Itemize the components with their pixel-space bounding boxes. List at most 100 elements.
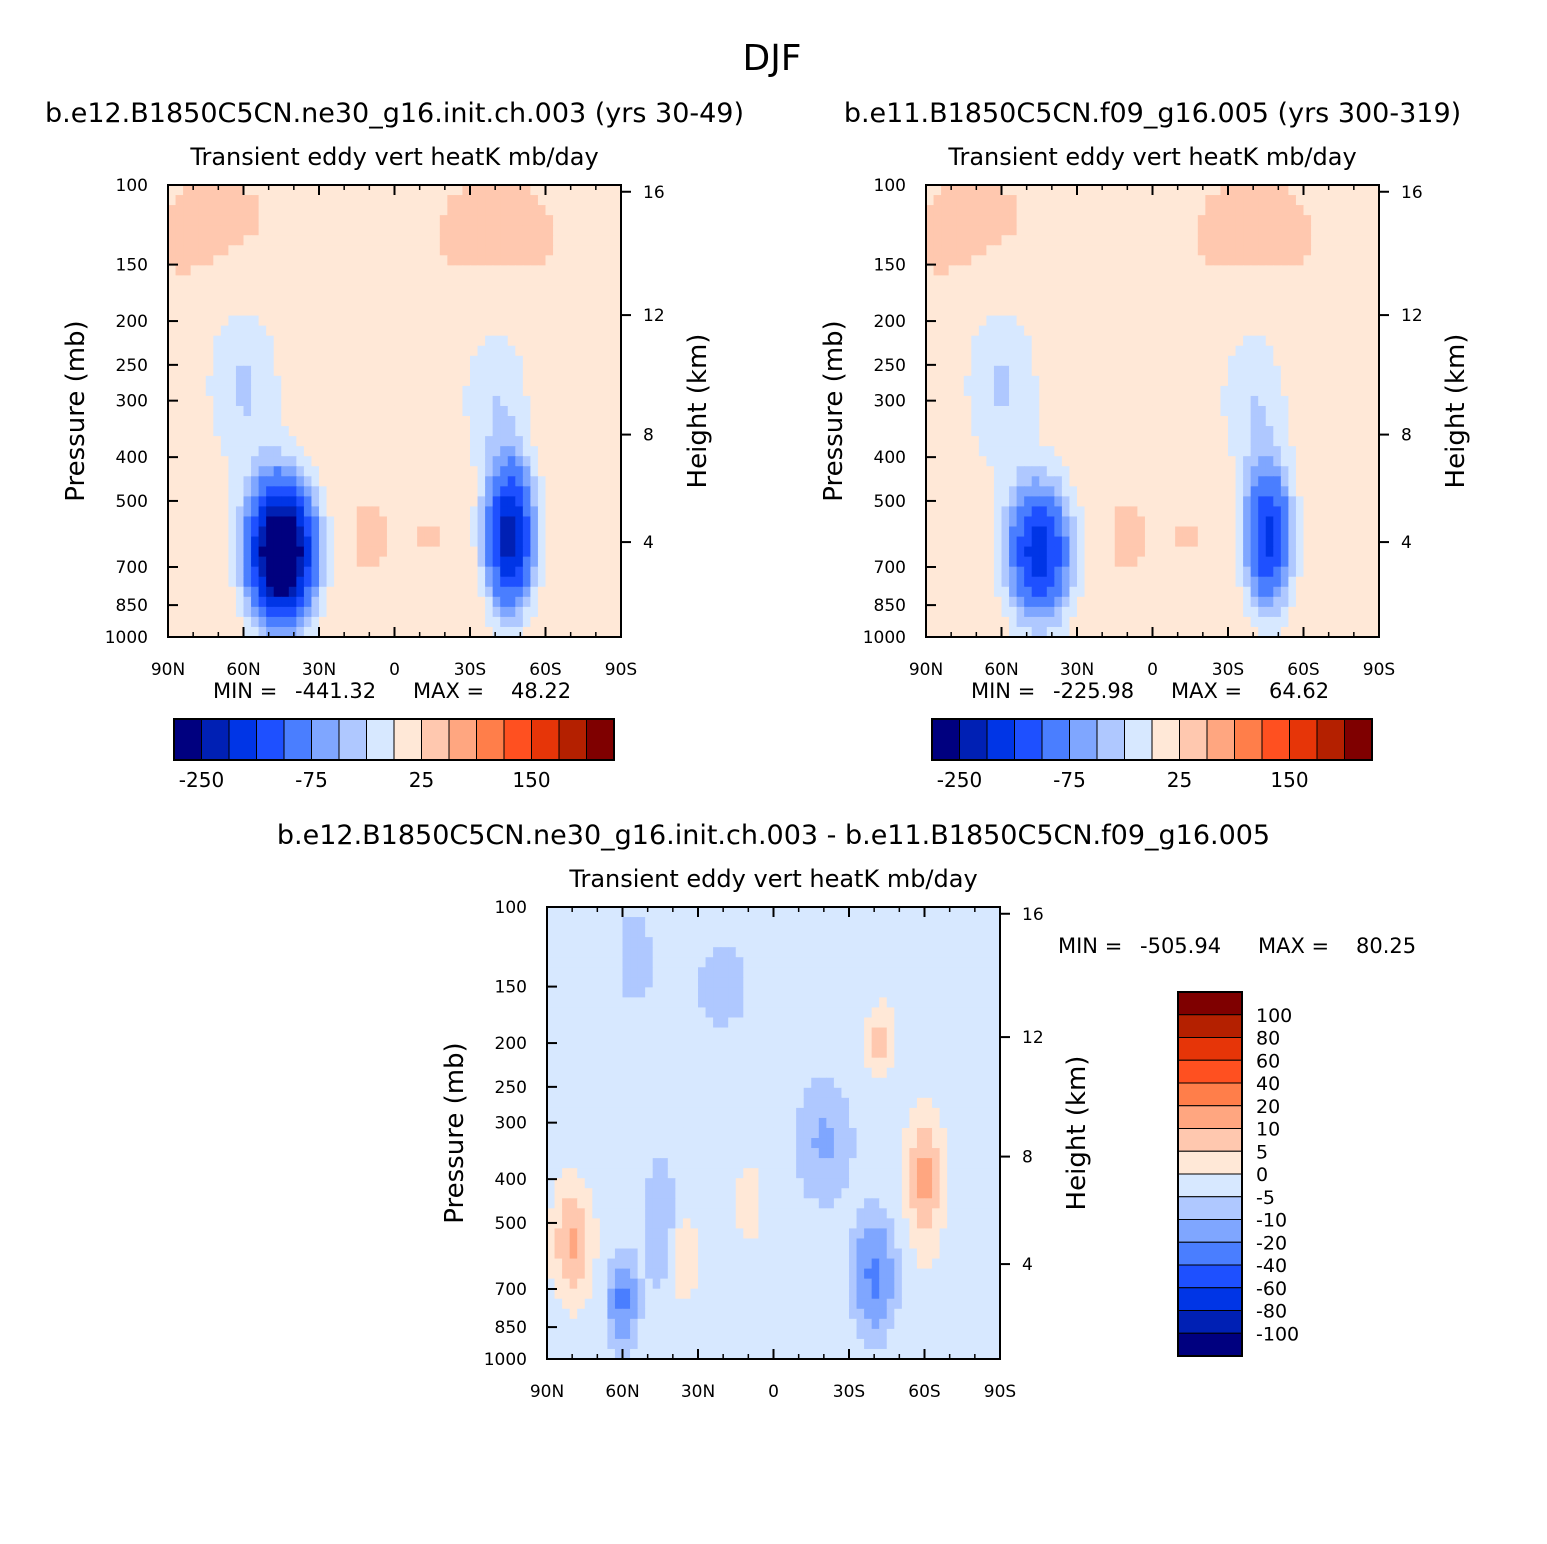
contour-cell: [379, 506, 388, 518]
contour-cell: [432, 436, 441, 447]
contour-cell: [1001, 476, 1010, 487]
contour-cell: [986, 255, 995, 266]
contour-cell: [364, 195, 373, 206]
contour-cell: [1341, 305, 1350, 317]
contour-cell: [288, 536, 297, 548]
contour-cell: [394, 255, 403, 266]
contour-cell: [228, 385, 237, 397]
contour-cell: [349, 556, 358, 568]
contour-cell: [1137, 375, 1146, 387]
contour-cell: [1197, 355, 1206, 367]
contour-cell: [500, 566, 509, 578]
contour-cell: [258, 456, 267, 467]
contour-cell: [530, 235, 539, 246]
contour-cell: [402, 436, 411, 447]
contour-cell: [1205, 405, 1214, 417]
contour-cell: [1311, 215, 1320, 226]
contour-cell: [1273, 486, 1282, 497]
contour-cell: [1363, 255, 1373, 266]
contour-cell: [1122, 355, 1131, 367]
contour-cell: [432, 586, 441, 598]
contour-cell: [477, 596, 486, 608]
contour-cell: [993, 255, 1003, 266]
contour-cell: [933, 225, 942, 236]
contour-cell: [417, 416, 426, 427]
contour-cell: [1273, 305, 1282, 317]
contour-cell: [948, 365, 957, 377]
contour-cell: [1152, 456, 1161, 467]
contour-cell: [926, 235, 935, 246]
contour-cell: [1077, 426, 1086, 437]
contour-cell: [1144, 185, 1154, 196]
contour-cell: [568, 325, 577, 337]
contour-cell: [1114, 265, 1123, 276]
contour-cell: [1054, 466, 1063, 477]
contour-cell: [319, 225, 328, 236]
contour-cell: [1303, 325, 1312, 337]
contour-cell: [447, 275, 456, 287]
contour-cell: [1341, 405, 1350, 417]
contour-cell: [971, 335, 980, 347]
contour-cell: [220, 496, 229, 508]
contour-cell: [356, 606, 365, 618]
contour-cell: [545, 576, 554, 588]
contour-cell: [334, 405, 343, 417]
contour-cell: [978, 355, 987, 367]
contour-cell: [1175, 355, 1184, 367]
contour-cell: [386, 576, 396, 588]
contour-cell: [598, 516, 607, 528]
contour-cell: [1288, 375, 1297, 387]
contour-cell: [228, 516, 237, 528]
contour-cell: [379, 205, 388, 216]
contour-cell: [530, 496, 539, 508]
contour-cell: [417, 596, 426, 608]
contour-cell: [1084, 466, 1093, 477]
contour-cell: [583, 205, 592, 216]
contour-cell: [439, 456, 448, 467]
contour-cell: [605, 626, 615, 638]
contour-cell: [537, 345, 547, 357]
contour-cell: [598, 416, 607, 427]
contour-cell: [1092, 526, 1101, 538]
contour-cell: [424, 195, 433, 206]
contour-cell: [1356, 456, 1365, 467]
contour-cell: [1069, 365, 1078, 377]
contour-cell: [1228, 375, 1237, 387]
contour-cell: [605, 405, 615, 417]
contour-cell: [1341, 325, 1350, 337]
contour-cell: [1356, 245, 1365, 256]
contour-cell: [978, 295, 987, 307]
contour-cell: [1326, 295, 1335, 307]
contour-cell: [341, 235, 350, 246]
contour-cell: [334, 335, 343, 347]
contour-cell: [326, 546, 335, 558]
contour-cell: [175, 576, 184, 588]
contour-cell: [447, 596, 456, 608]
contour-cell: [266, 456, 275, 467]
contour-cell: [583, 265, 592, 276]
contour-cell: [1144, 265, 1154, 276]
contour-cell: [598, 546, 607, 558]
contour-cell: [590, 215, 599, 226]
contour-cell: [311, 626, 320, 638]
contour-cell: [190, 466, 199, 477]
contour-cell: [993, 215, 1003, 226]
contour-cell: [1137, 235, 1146, 246]
contour-cell: [500, 486, 509, 497]
contour-cell: [220, 405, 229, 417]
contour-cell: [545, 295, 554, 307]
contour-cell: [281, 285, 290, 297]
contour-cell: [477, 466, 486, 477]
contour-cell: [500, 426, 509, 437]
contour-cell: [1009, 315, 1018, 327]
contour-cell: [349, 345, 358, 357]
contour-cell: [371, 526, 380, 538]
contour-cell: [341, 215, 350, 226]
contour-cell: [386, 626, 396, 638]
contour-cell: [1016, 205, 1025, 216]
contour-cell: [613, 245, 622, 256]
contour-cell: [1129, 476, 1138, 487]
contour-cell: [213, 185, 222, 196]
contour-cell: [228, 436, 237, 447]
contour-cell: [1258, 255, 1267, 266]
